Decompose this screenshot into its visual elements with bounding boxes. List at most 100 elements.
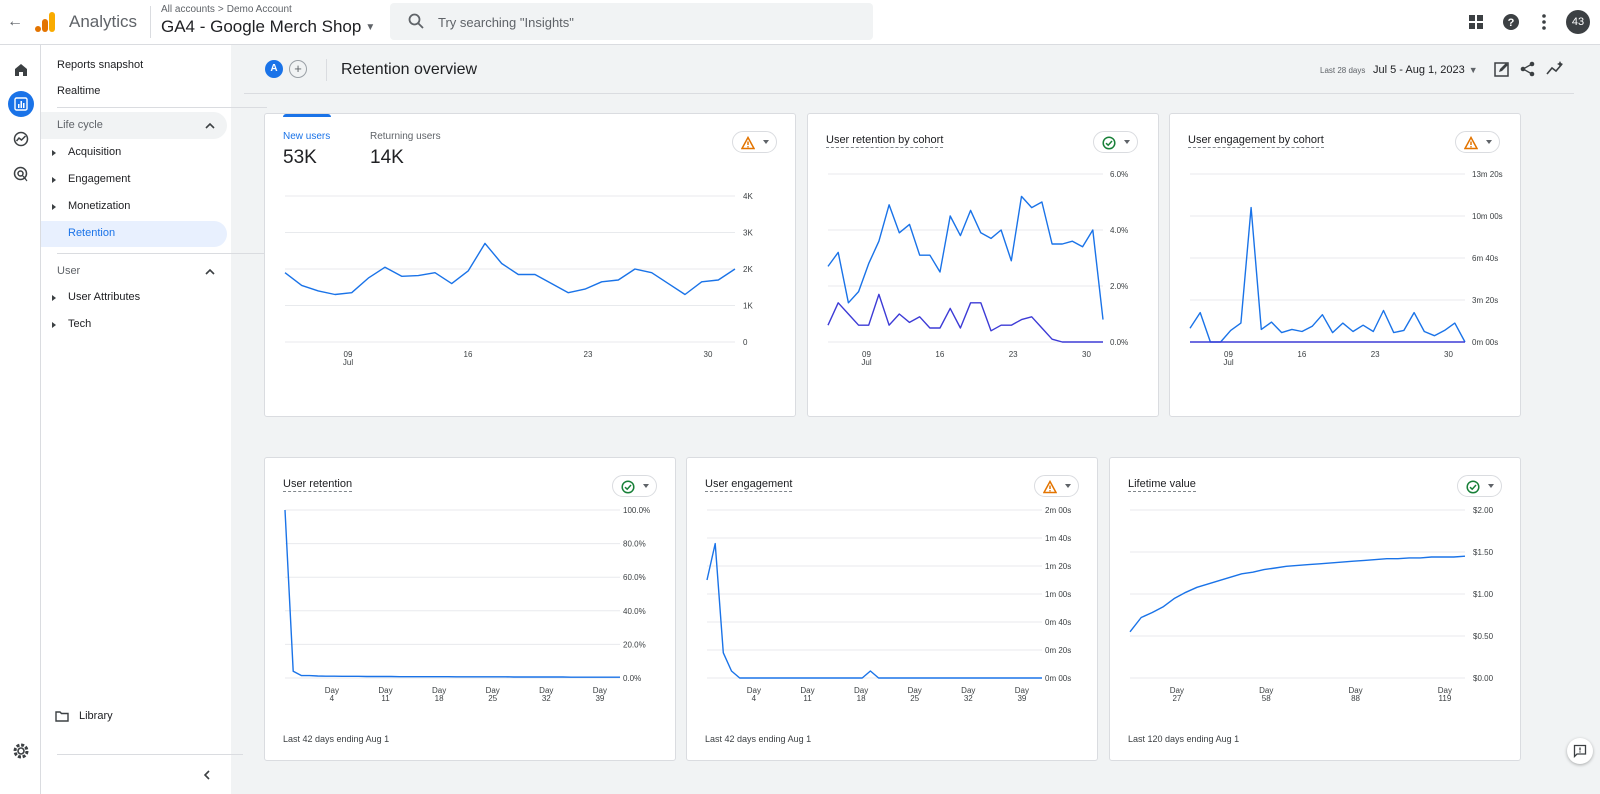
divider (150, 6, 151, 38)
avatar[interactable]: 43 (1566, 10, 1590, 34)
status-dropdown[interactable] (1457, 475, 1502, 497)
reports-icon[interactable] (8, 91, 34, 117)
x-tick-label: Day (1170, 686, 1184, 695)
nav-item-engagement[interactable]: Engagement (41, 167, 227, 193)
x-tick-sublabel: 11 (381, 694, 390, 703)
card-title[interactable]: Lifetime value (1128, 478, 1196, 492)
status-dropdown[interactable] (732, 131, 777, 153)
nav-section-user[interactable]: User (41, 258, 227, 285)
nav-item-tech[interactable]: Tech (41, 312, 227, 338)
y-tick-label: 3m 20s (1472, 296, 1498, 305)
user-engagement-card: User engagement 2m 00s 1m 40s 1m 20s 1m 00s… (686, 457, 1098, 761)
series-line-1 (827, 195, 1104, 320)
help-icon[interactable]: ? (1501, 12, 1521, 32)
caret-down-icon: ▼ (365, 22, 376, 34)
y-tick-label: 20.0% (623, 640, 646, 649)
x-tick-label: Day (747, 686, 761, 695)
feedback-button[interactable] (1567, 738, 1593, 764)
search-placeholder: Try searching "Insights" (438, 15, 574, 30)
nav-library[interactable]: Library (55, 710, 113, 722)
nav-reports-snapshot[interactable]: Reports snapshot (57, 59, 144, 71)
y-tick-label: $1.50 (1473, 548, 1494, 557)
users-card: New users 53K Returning users 14K 4K 3K 2K… (264, 113, 796, 417)
series-line-1 (706, 542, 1042, 679)
breadcrumb[interactable]: All accounts > Demo Account (161, 4, 292, 15)
status-dropdown[interactable] (612, 475, 657, 497)
user-engagement-chart: 2m 00s 1m 40s 1m 20s 1m 00s 0m 40s 0m 20s 0m 0… (706, 506, 1071, 703)
nav-item-label: Engagement (68, 173, 131, 185)
nav-item-user-attributes[interactable]: User Attributes (41, 285, 227, 311)
card-title[interactable]: User retention (283, 478, 353, 492)
x-tick-label: 09 (862, 350, 871, 359)
y-tick-label: 10m 00s (1472, 212, 1503, 221)
explore-icon[interactable] (8, 126, 34, 152)
add-comparison-button[interactable]: + (289, 60, 307, 78)
breadcrumb-root[interactable]: All accounts (161, 4, 215, 15)
nav-item-retention[interactable]: Retention (41, 221, 227, 247)
tab-returning-users[interactable]: Returning users (370, 131, 441, 142)
property-selector[interactable]: GA4 - Google Merch Shop ▼ (161, 17, 375, 37)
nav-section-lifecycle[interactable]: Life cycle (41, 112, 227, 139)
x-tick-label: Day (593, 686, 607, 695)
x-tick-label: 16 (464, 350, 473, 359)
home-icon[interactable] (8, 57, 34, 83)
series-line-2 (827, 293, 1103, 343)
share-icon[interactable] (1519, 60, 1537, 78)
x-tick-sublabel: 119 (1439, 694, 1452, 703)
nav-item-acquisition[interactable]: Acquisition (41, 140, 227, 166)
y-tick-label: 40.0% (623, 607, 646, 616)
expand-arrow-icon (52, 204, 56, 210)
settings-gear-icon[interactable] (12, 742, 30, 760)
lifetime-value-chart: $2.00$1.50$1.00$0.50$0.00Day27Day58Day88… (1129, 506, 1494, 703)
check-circle-icon (1466, 480, 1480, 494)
y-tick-label: 0m 40s (1045, 618, 1071, 627)
x-tick-label: 30 (704, 350, 713, 359)
card-title[interactable]: User engagement by cohort (1188, 134, 1324, 148)
y-tick-label: 60.0% (623, 573, 646, 582)
search-bar[interactable]: Try searching "Insights" (390, 3, 873, 40)
x-tick-sublabel: Jul (343, 358, 353, 367)
status-dropdown[interactable] (1034, 475, 1079, 497)
status-dropdown[interactable] (1093, 131, 1138, 153)
expand-arrow-icon (52, 177, 56, 183)
nav-item-label: Monetization (68, 200, 131, 212)
customize-report-icon[interactable] (1493, 60, 1511, 78)
x-tick-sublabel: 25 (488, 694, 497, 703)
library-label: Library (79, 710, 113, 722)
card-title[interactable]: User retention by cohort (826, 134, 944, 148)
x-tick-sublabel: 39 (595, 694, 604, 703)
caret-down-icon (1488, 484, 1494, 488)
y-tick-label: 6m 40s (1472, 254, 1498, 263)
comparison-a-badge[interactable]: A (265, 60, 283, 78)
breadcrumb-account[interactable]: Demo Account (226, 4, 292, 15)
product-name: Analytics (69, 12, 138, 31)
collapse-nav-icon[interactable] (201, 769, 213, 781)
x-tick-label: 30 (1082, 350, 1091, 359)
page-title: Retention overview (341, 61, 478, 78)
warning-icon (1043, 480, 1057, 494)
nav-realtime[interactable]: Realtime (57, 85, 101, 97)
y-tick-label: 1K (743, 302, 753, 311)
y-tick-label: 0.0% (623, 674, 641, 683)
caret-down-icon (643, 484, 649, 488)
x-tick-sublabel: 18 (435, 694, 444, 703)
status-dropdown[interactable] (1455, 131, 1500, 153)
x-tick-label: Day (539, 686, 553, 695)
chevron-right-icon: > (217, 4, 224, 15)
nav-item-monetization[interactable]: Monetization (41, 194, 227, 220)
back-arrow-icon[interactable]: ← (7, 13, 23, 30)
divider (326, 59, 327, 81)
apps-grid-icon[interactable] (1466, 12, 1486, 32)
nav-item-label: User Attributes (68, 291, 141, 303)
y-tick-label: 1m 00s (1045, 590, 1071, 599)
more-vert-icon[interactable] (1534, 12, 1554, 32)
card-title[interactable]: User engagement (705, 478, 793, 492)
tab-new-users[interactable]: New users (283, 131, 331, 142)
date-range-picker[interactable]: Jul 5 - Aug 1, 2023 ▼ (1373, 64, 1478, 76)
advertising-icon[interactable] (8, 161, 34, 187)
x-tick-label: 23 (584, 350, 593, 359)
insights-icon[interactable] (1546, 60, 1564, 78)
property-name: GA4 - Google Merch Shop (161, 17, 362, 36)
nav-item-label: Retention (68, 227, 116, 239)
x-tick-label: Day (1348, 686, 1362, 695)
